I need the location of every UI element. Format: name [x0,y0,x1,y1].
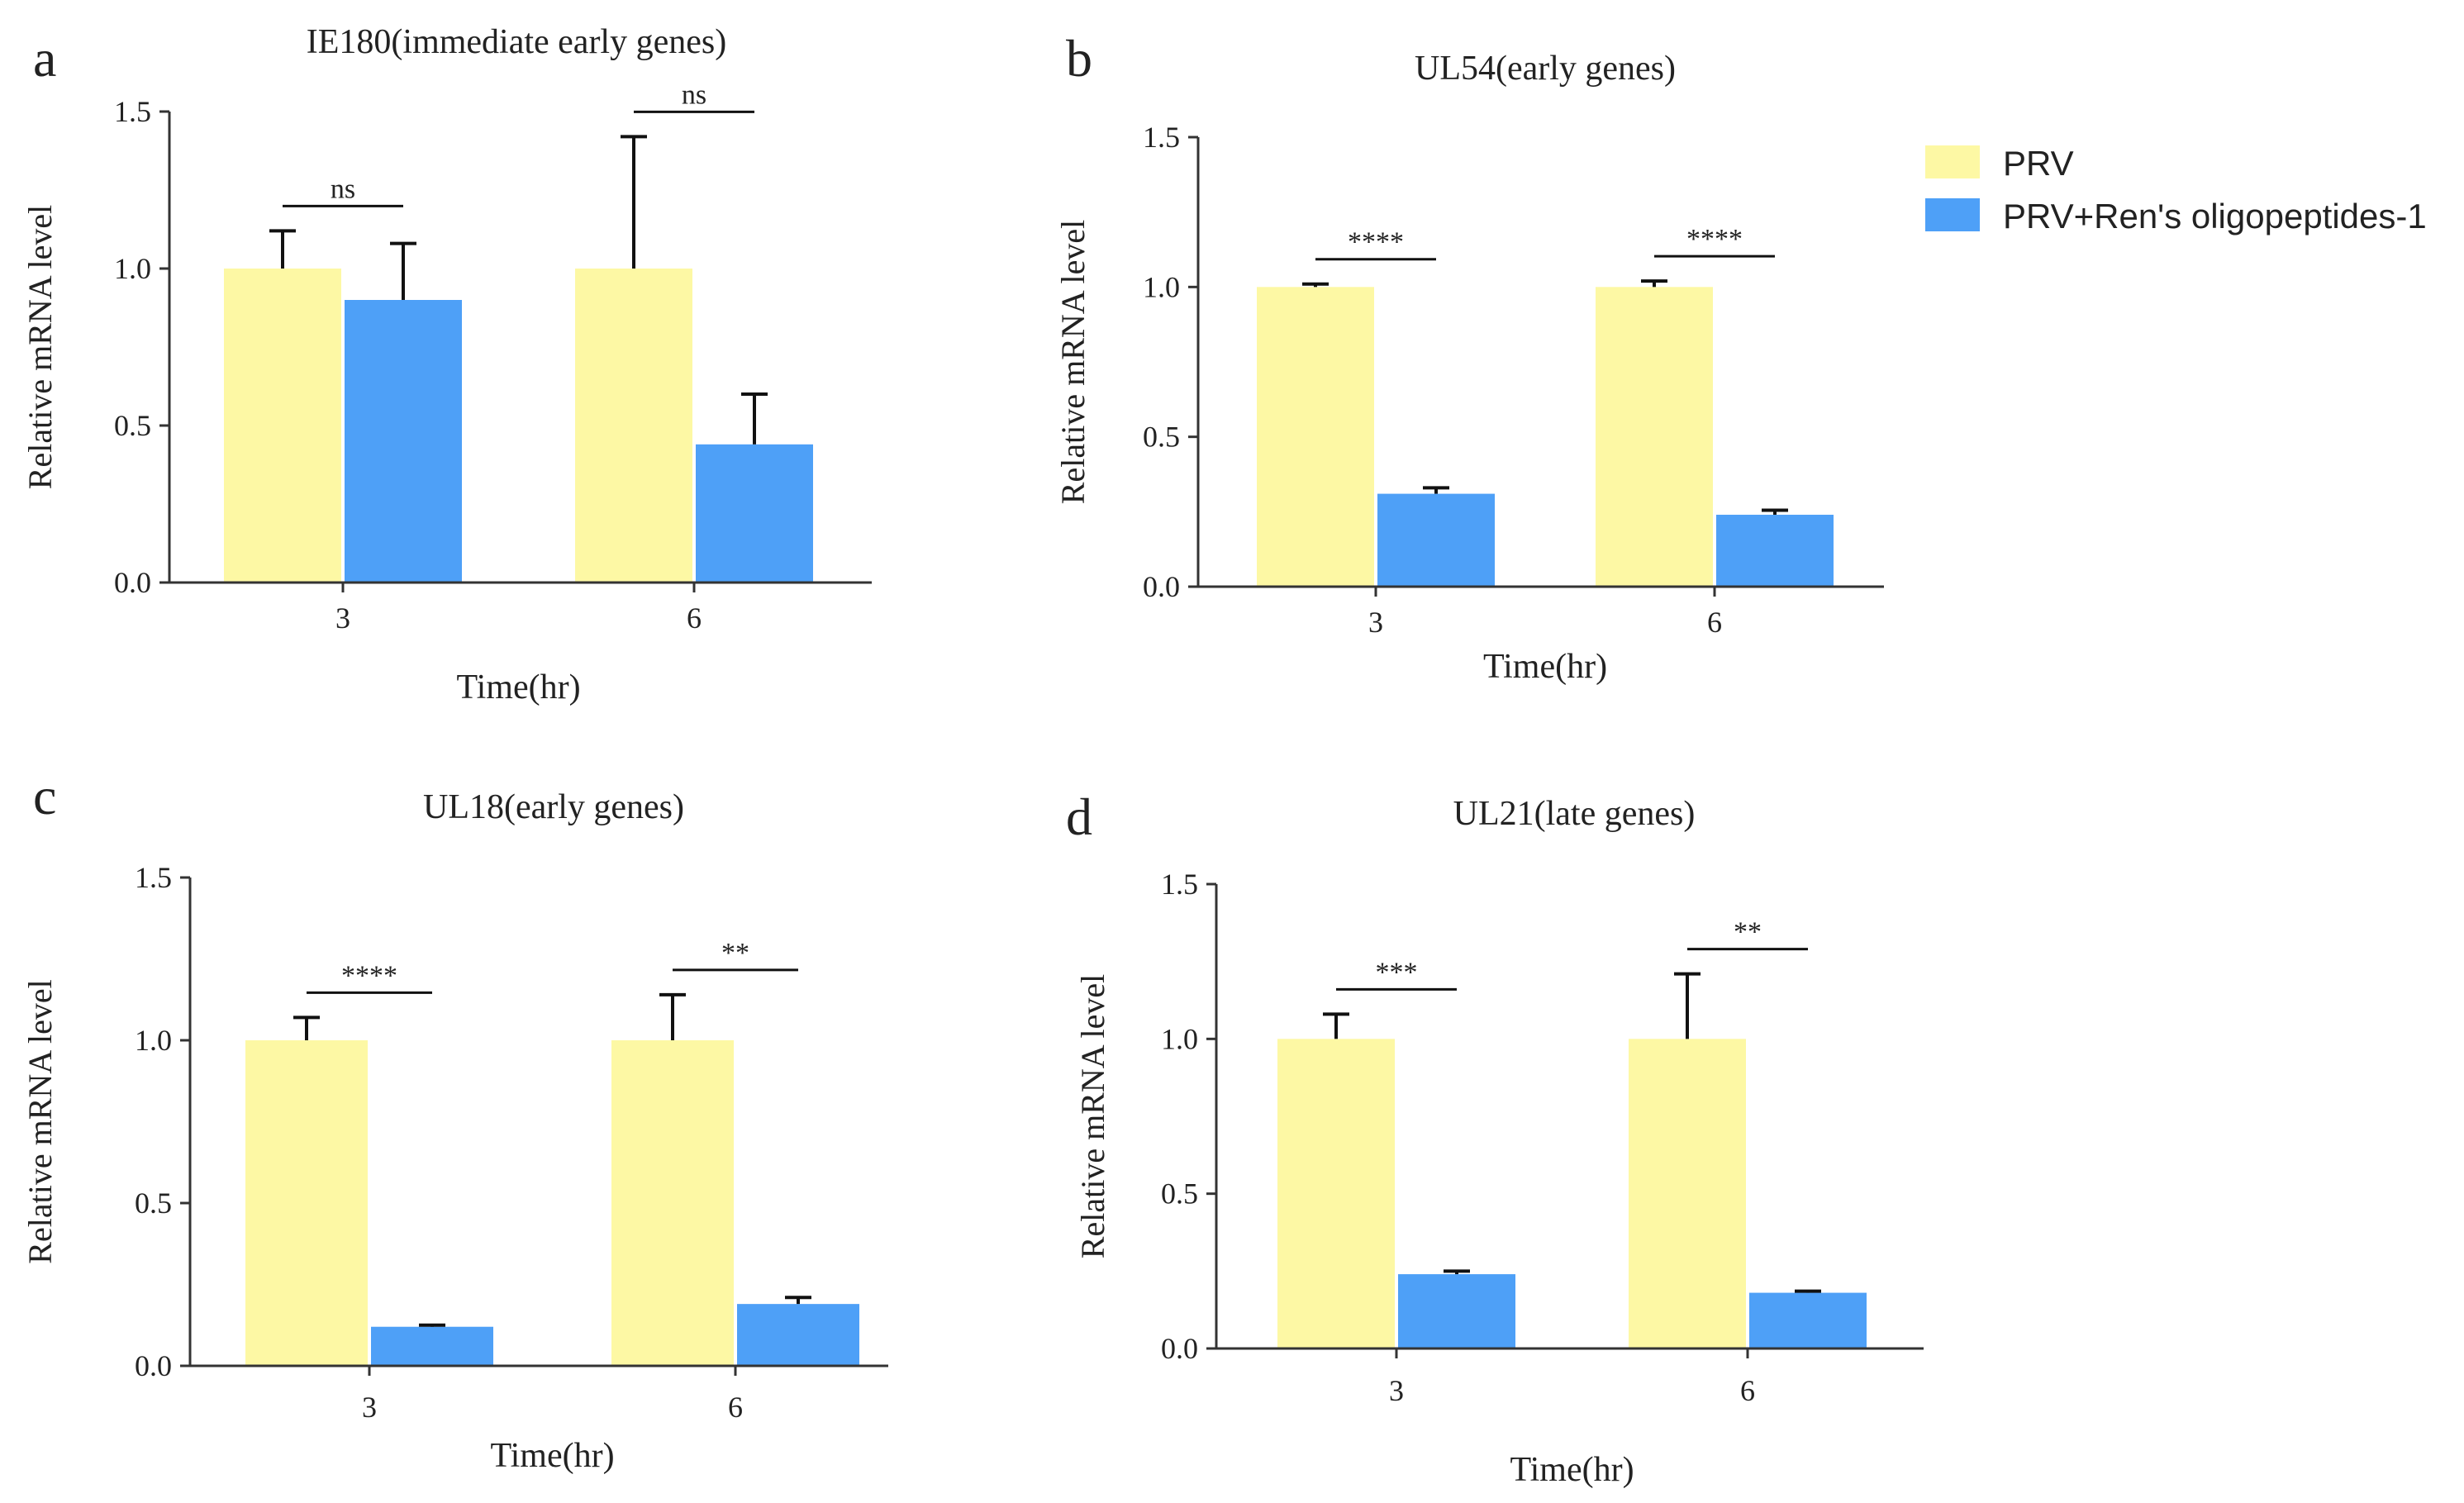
panel-a-x-tick-label: 6 [687,602,702,635]
legend: PRV PRV+Ren's oligopeptides-1 [1925,144,2427,235]
panel-b-bar-prv-3 [1257,287,1374,587]
panel-c-y-tick-label: 0.5 [135,1187,172,1220]
panel-d-y-tick-label: 1.5 [1161,868,1198,901]
panel-a-bar-treated-3 [345,300,462,583]
panel-b-x-tick-label: 6 [1707,606,1722,639]
panel-c: c UL18(early genes) 0.00.51.01.5 ****** … [21,767,888,1475]
panel-b-significance-label: **** [1686,224,1743,254]
panel-c-bar-treated-6 [737,1304,859,1366]
panel-c-x-axis-label: Time(hr) [490,1437,614,1475]
panel-c-significance-label: ** [721,938,749,968]
panel-a-y-axis-label: Relative mRNA level [21,205,59,489]
legend-swatch-prv [1925,145,1980,178]
panel-a-bar-prv-6 [575,269,692,583]
panel-a-bars: ns ns [224,79,813,583]
panel-a-bar-treated-6 [696,444,813,583]
panel-d-y-tick-label: 1.0 [1161,1022,1198,1055]
panel-d-significance-label: ** [1734,917,1762,948]
panel-c-axes [188,878,888,1367]
panel-b-y-tick-label: 0.5 [1143,421,1180,454]
panel-b-title: UL54(early genes) [1415,50,1676,88]
panel-a-x-axis-label: Time(hr) [456,668,580,706]
panel-c-bar-treated-3 [371,1326,493,1366]
panel-d-letter: d [1066,787,1092,846]
panel-d-bars: ***** [1277,917,1867,1348]
panel-c-y-tick-label: 1.0 [135,1024,172,1057]
panel-c-y-tick-label: 0.0 [135,1349,172,1382]
legend-label-treated: PRV+Ren's oligopeptides-1 [2003,197,2427,235]
panel-a-y-tick-label: 0.5 [114,409,151,442]
panel-d-x-tick-label: 3 [1389,1374,1404,1407]
panel-a-title: IE180(immediate early genes) [307,23,726,61]
panel-a-axes [168,112,872,584]
panel-b-bar-prv-6 [1596,287,1713,587]
panel-d-x-axis-label: Time(hr) [1510,1451,1634,1489]
panel-c-y-ticks: 0.0 0.5 1.0 1.5 [135,861,190,1382]
panel-d-y-axis-label: Relative mRNA level [1074,974,1111,1258]
panel-d-y-tick-label: 0.0 [1161,1332,1198,1365]
panel-b-x-tick-label: 3 [1368,606,1383,639]
panel-c-y-tick-label: 1.5 [135,861,172,894]
panel-a-significance-label: ns [682,79,706,110]
panel-d-bar-treated-6 [1749,1292,1867,1348]
panel-b-x-axis-label: Time(hr) [1483,648,1607,686]
panel-b-bars: **** **** [1257,224,1834,587]
panel-a-y-tick-label: 0.0 [114,566,151,599]
panel-b-axes [1196,137,1884,588]
panel-b: b UL54(early genes) 0.00.51.01.5 **** ***… [1054,29,1884,686]
panel-c-x-tick-label: 3 [362,1391,377,1424]
panel-b-y-tick-label: 0.0 [1143,570,1180,603]
panel-d-bar-treated-3 [1398,1274,1515,1348]
panel-b-y-tick-label: 1.0 [1143,270,1180,303]
panel-b-y-tick-label: 1.5 [1143,121,1180,154]
panel-d-title: UL21(late genes) [1453,795,1696,833]
panel-a-y-ticks: 0.0 0.5 1.0 1.5 [114,95,169,599]
panel-d-y-tick-label: 0.5 [1161,1177,1198,1210]
panel-b-bar-treated-3 [1377,493,1495,587]
panel-b-y-axis-label: Relative mRNA level [1054,220,1092,504]
panel-a-y-tick-label: 1.5 [114,95,151,128]
panel-c-x-tick-label: 6 [728,1391,743,1424]
panel-a-letter: a [33,29,56,88]
panel-b-bar-treated-6 [1716,514,1834,587]
panel-d-significance-label: *** [1376,957,1418,987]
panel-b-significance-label: **** [1348,227,1404,258]
panel-a-x-tick-label: 3 [335,602,350,635]
panel-d-bar-prv-3 [1277,1039,1395,1348]
panel-d-axes [1215,884,1924,1350]
panel-c-bar-prv-6 [611,1040,734,1366]
panel-c-letter: c [33,767,56,825]
panel-b-y-ticks: 0.0 0.5 1.0 1.5 [1143,121,1198,603]
panel-a-significance-label: ns [331,174,355,204]
panel-a: a IE180(immediate early genes) 0.0 0.5 1.0… [21,23,872,706]
panel-a-y-tick-label: 1.0 [114,252,151,285]
panel-c-bar-prv-3 [245,1040,368,1366]
panel-c-title: UL18(early genes) [423,788,684,826]
panel-c-y-axis-label: Relative mRNA level [21,979,59,1263]
panel-d-bar-prv-6 [1629,1039,1746,1348]
panel-c-significance-label: **** [341,960,397,991]
panel-b-letter: b [1066,29,1092,88]
panel-d-y-ticks: 0.0 0.5 1.0 1.5 [1161,868,1216,1365]
panel-d-x-tick-label: 6 [1740,1374,1755,1407]
legend-swatch-treated [1925,198,1980,231]
panel-a-bar-prv-3 [224,269,341,583]
panel-c-bars: ****** [245,938,859,1366]
legend-label-prv: PRV [2003,144,2074,183]
